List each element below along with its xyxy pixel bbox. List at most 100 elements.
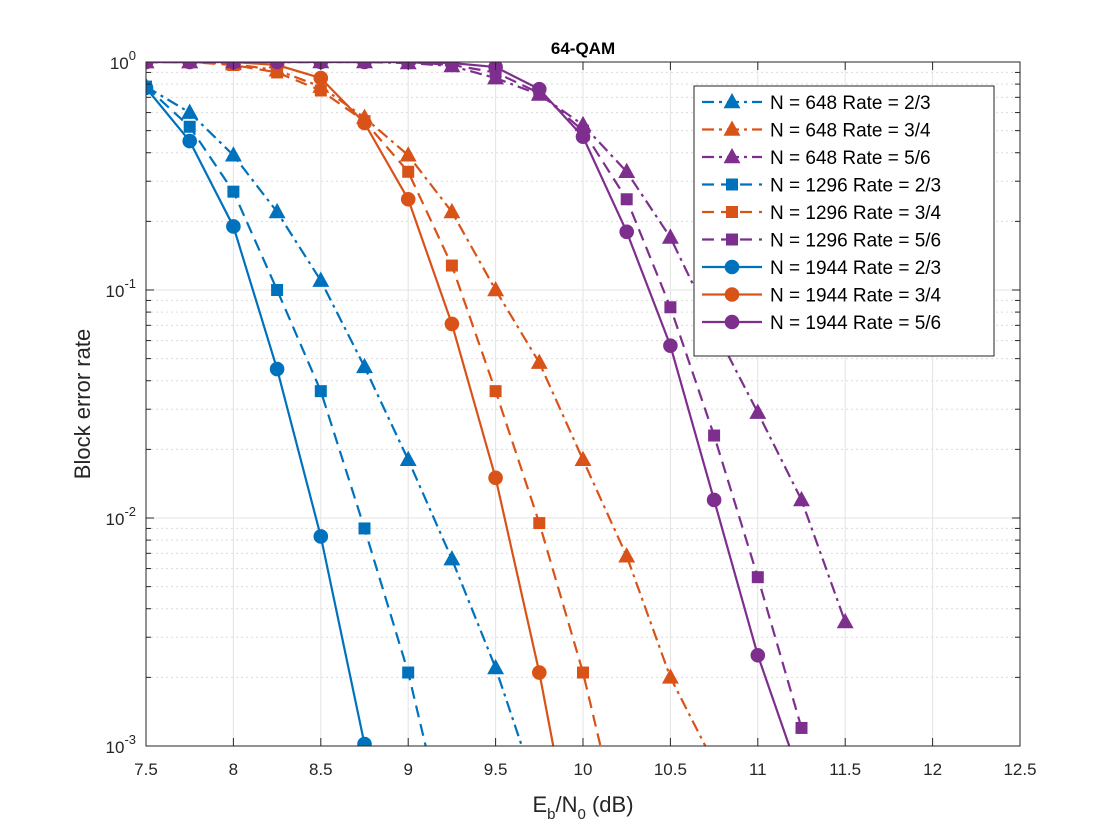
series-1 xyxy=(146,77,523,746)
data-point xyxy=(444,316,460,332)
legend-item: N = 648 Rate = 2/3 xyxy=(702,92,931,114)
data-point xyxy=(357,115,372,131)
axis-ticks xyxy=(145,61,1021,747)
x-axis-label-sub-b: b xyxy=(547,806,555,823)
x-axis-label-tail: (dB) xyxy=(586,792,634,817)
data-point xyxy=(314,84,327,97)
data-point xyxy=(445,259,458,272)
data-point xyxy=(663,338,678,353)
y-tick-label: 100 xyxy=(110,48,136,73)
data-point xyxy=(618,162,636,179)
legend-item: N = 1296 Rate = 2/3 xyxy=(702,176,941,197)
legend-marker xyxy=(726,206,738,218)
data-point xyxy=(532,665,547,680)
data-point xyxy=(314,385,327,398)
data-point xyxy=(356,357,373,374)
x-axis-label-mid: /N xyxy=(556,792,578,817)
data-point xyxy=(532,81,547,97)
legend-marker xyxy=(726,233,738,246)
data-point xyxy=(749,403,767,419)
data-point xyxy=(620,193,633,206)
data-point xyxy=(399,146,417,162)
legend-marker xyxy=(723,147,741,164)
legend-marker xyxy=(723,120,741,136)
data-point xyxy=(181,103,199,119)
x-tick-label: 11 xyxy=(749,760,767,779)
data-point xyxy=(227,185,240,198)
data-point xyxy=(269,361,285,377)
legend-marker xyxy=(724,314,740,330)
legend-marker xyxy=(726,178,738,191)
data-point xyxy=(795,721,808,734)
series-line xyxy=(146,62,602,746)
chart-title: 64-QAM xyxy=(551,39,615,58)
x-tick-label: 12.5 xyxy=(1003,760,1036,779)
data-point xyxy=(661,228,679,244)
data-point xyxy=(357,736,372,746)
legend-box xyxy=(693,85,995,357)
data-point xyxy=(402,666,415,679)
data-point xyxy=(664,301,677,314)
legend-marker xyxy=(724,259,740,275)
legend-label: N = 648 Rate = 2/3 xyxy=(770,93,931,114)
data-point xyxy=(487,658,505,675)
x-tick-label: 8.5 xyxy=(309,760,333,779)
data-point xyxy=(488,470,503,486)
legend-label: N = 1944 Rate = 3/4 xyxy=(770,286,942,307)
data-point xyxy=(487,280,505,297)
data-point xyxy=(836,612,854,629)
x-axis-label-sub-0: 0 xyxy=(578,806,586,823)
data-point xyxy=(271,284,284,296)
x-tick-labels: 7.5 8 8.5 9 9.5 10 10.5 11 11.5 12 12.5 xyxy=(134,760,1036,779)
legend-item: N = 648 Rate = 3/4 xyxy=(702,120,931,142)
x-tick-label: 10.5 xyxy=(654,760,687,779)
legend-label: N = 1296 Rate = 5/6 xyxy=(770,231,941,252)
legend-marker xyxy=(723,92,741,109)
data-point xyxy=(530,353,548,369)
legend-label: N = 648 Rate = 3/4 xyxy=(770,121,931,142)
x-tick-label: 9 xyxy=(403,760,412,779)
x-tick-label: 11.5 xyxy=(829,760,861,779)
data-point xyxy=(750,647,766,663)
series-line xyxy=(146,62,791,746)
series-line xyxy=(146,87,366,745)
data-point xyxy=(618,547,636,563)
data-point xyxy=(268,202,286,219)
data-point xyxy=(708,429,721,442)
legend-item: N = 1296 Rate = 3/4 xyxy=(702,203,942,224)
data-point xyxy=(400,191,416,207)
x-tick-label: 12 xyxy=(923,760,942,779)
x-axis-label-main: E xyxy=(532,792,547,817)
data-point xyxy=(619,224,635,240)
data-point xyxy=(793,490,810,507)
legend-label: N = 1296 Rate = 2/3 xyxy=(770,176,941,197)
data-point xyxy=(313,70,329,86)
x-tick-label: 7.5 xyxy=(134,760,158,779)
data-point xyxy=(533,517,546,530)
y-tick-label: 10-1 xyxy=(106,276,136,301)
series-line xyxy=(146,85,523,746)
data-point xyxy=(182,133,197,149)
legend-item: N = 648 Rate = 5/6 xyxy=(702,147,931,169)
data-point xyxy=(575,129,591,145)
data-point xyxy=(444,62,460,71)
legend-label: N = 1296 Rate = 3/4 xyxy=(770,203,942,224)
legend: N = 648 Rate = 2/3 N = 648 Rate = 3/4 N = … xyxy=(693,85,995,357)
data-point xyxy=(313,529,329,544)
data-point xyxy=(751,571,764,584)
y-tick-label: 10-2 xyxy=(106,504,136,529)
data-point xyxy=(489,385,502,398)
y-tick-label: 10-3 xyxy=(106,732,136,757)
data-point xyxy=(312,271,330,287)
data-point xyxy=(577,666,589,679)
data-point xyxy=(402,165,415,178)
x-tick-label: 9.5 xyxy=(484,760,508,779)
legend-label: N = 1944 Rate = 2/3 xyxy=(770,258,941,279)
legend-label: N = 1944 Rate = 5/6 xyxy=(770,313,941,334)
y-axis-label: Block error rate xyxy=(70,329,95,479)
legend-marker xyxy=(724,287,740,302)
data-point xyxy=(443,550,461,566)
data-point xyxy=(358,522,371,535)
x-tick-label: 8 xyxy=(229,760,238,779)
